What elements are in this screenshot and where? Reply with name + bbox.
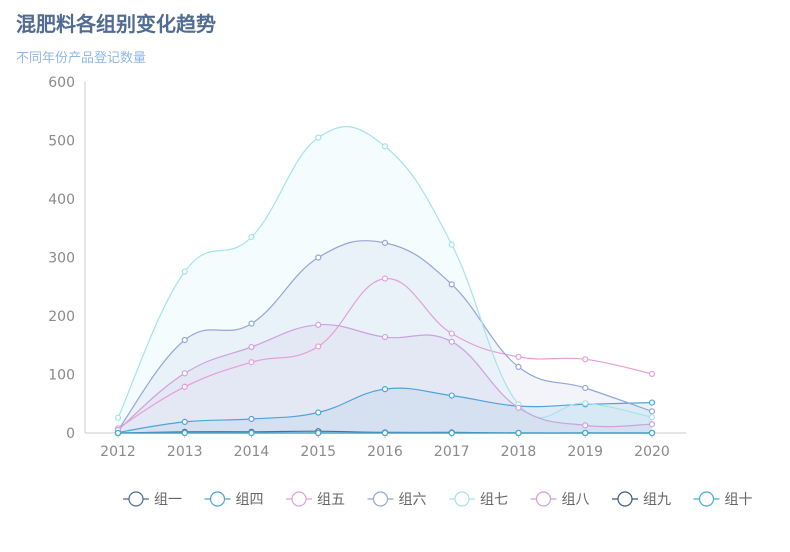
data-point <box>248 320 255 327</box>
legend-label: 组一 <box>154 492 182 508</box>
data-point <box>315 321 322 328</box>
y-tick-label: 600 <box>48 75 75 91</box>
legend-marker <box>291 491 307 507</box>
data-points <box>114 134 656 437</box>
data-point <box>381 333 389 341</box>
data-point <box>248 415 255 423</box>
data-point <box>381 429 389 437</box>
data-point <box>114 414 122 421</box>
chart-subtitle: 不同年份产品登记数量 <box>16 51 147 66</box>
legend-marker <box>535 491 552 507</box>
data-point <box>315 409 322 416</box>
legend-label: 组五 <box>317 492 345 508</box>
legend-label: 组四 <box>236 492 264 508</box>
data-point <box>248 359 255 366</box>
data-point <box>114 429 122 437</box>
y-tick-label: 0 <box>66 426 75 442</box>
area-fill <box>118 324 652 433</box>
x-tick-label: 2015 <box>300 444 336 460</box>
data-point <box>515 363 522 370</box>
data-point <box>648 421 656 428</box>
y-tick-label: 300 <box>48 251 75 267</box>
data-point <box>648 408 656 415</box>
data-point <box>315 343 322 350</box>
x-tick-label: 2013 <box>167 444 203 460</box>
x-tick-label: 2016 <box>367 444 403 460</box>
legend-item: 组一 <box>123 491 182 508</box>
x-tick-label: 2018 <box>501 444 537 460</box>
data-point <box>582 429 589 437</box>
chart-title: 混肥料各组别变化趋势 <box>16 12 216 36</box>
legend-label: 组十 <box>725 492 753 508</box>
legend-label: 组六 <box>399 492 427 508</box>
data-point <box>448 330 455 337</box>
x-tick-label: 2012 <box>100 444 136 460</box>
legend-marker <box>617 491 633 507</box>
legend-item: 组五 <box>286 491 345 508</box>
data-point <box>448 281 455 288</box>
data-point <box>381 239 389 246</box>
legend-item: 组七 <box>449 491 508 508</box>
data-point <box>582 400 589 407</box>
legend-marker <box>372 491 389 507</box>
data-point <box>515 404 522 411</box>
data-point <box>248 343 255 351</box>
data-point <box>315 254 322 261</box>
data-point <box>515 353 522 361</box>
legend-marker <box>128 491 144 507</box>
data-point <box>248 233 255 241</box>
x-tick-label: 2014 <box>234 444 270 460</box>
legend-item: 组六 <box>367 491 427 508</box>
x-tick-label: 2019 <box>567 444 603 460</box>
legend: 组一 组四 组五 组六 组七 组八 组九 组十 <box>123 491 753 508</box>
data-point <box>582 384 589 392</box>
x-tick-label: 2020 <box>634 444 670 460</box>
legend-marker <box>698 491 715 507</box>
axes: 0 100 200 300 400 500 600 2012 2013 2014 2015 2016 2… <box>48 75 686 460</box>
y-tick-label: 200 <box>48 309 75 325</box>
legend-label: 组九 <box>643 492 671 508</box>
legend-label: 组八 <box>562 492 590 508</box>
data-point <box>181 383 188 390</box>
legend-item: 组八 <box>530 491 590 508</box>
legend-item: 组九 <box>612 491 671 508</box>
data-point <box>448 241 455 248</box>
legend-label: 组七 <box>480 492 508 508</box>
legend-marker <box>454 491 470 507</box>
data-point <box>181 418 188 425</box>
data-point <box>582 356 589 363</box>
data-point <box>181 429 188 437</box>
y-tick-label: 500 <box>48 134 75 150</box>
data-point <box>648 399 656 406</box>
data-point <box>648 370 656 378</box>
data-point <box>448 338 455 345</box>
legend-item: 组四 <box>204 491 264 508</box>
data-point <box>181 336 188 344</box>
data-point <box>381 143 389 150</box>
y-tick-label: 100 <box>48 368 75 384</box>
data-point <box>648 429 656 437</box>
data-point <box>315 429 322 437</box>
y-tick-label: 400 <box>48 192 75 208</box>
data-point <box>515 429 522 437</box>
x-tick-label: 2017 <box>434 444 470 460</box>
legend-item: 组十 <box>693 491 753 508</box>
legend-marker <box>209 491 226 507</box>
data-point <box>448 392 455 399</box>
data-point <box>315 134 322 141</box>
data-point <box>381 386 389 393</box>
data-point <box>181 370 188 377</box>
data-point <box>248 429 255 437</box>
data-point <box>381 275 389 282</box>
data-point <box>448 429 455 437</box>
data-point <box>582 422 589 429</box>
data-point <box>648 414 656 421</box>
data-point <box>181 268 188 275</box>
